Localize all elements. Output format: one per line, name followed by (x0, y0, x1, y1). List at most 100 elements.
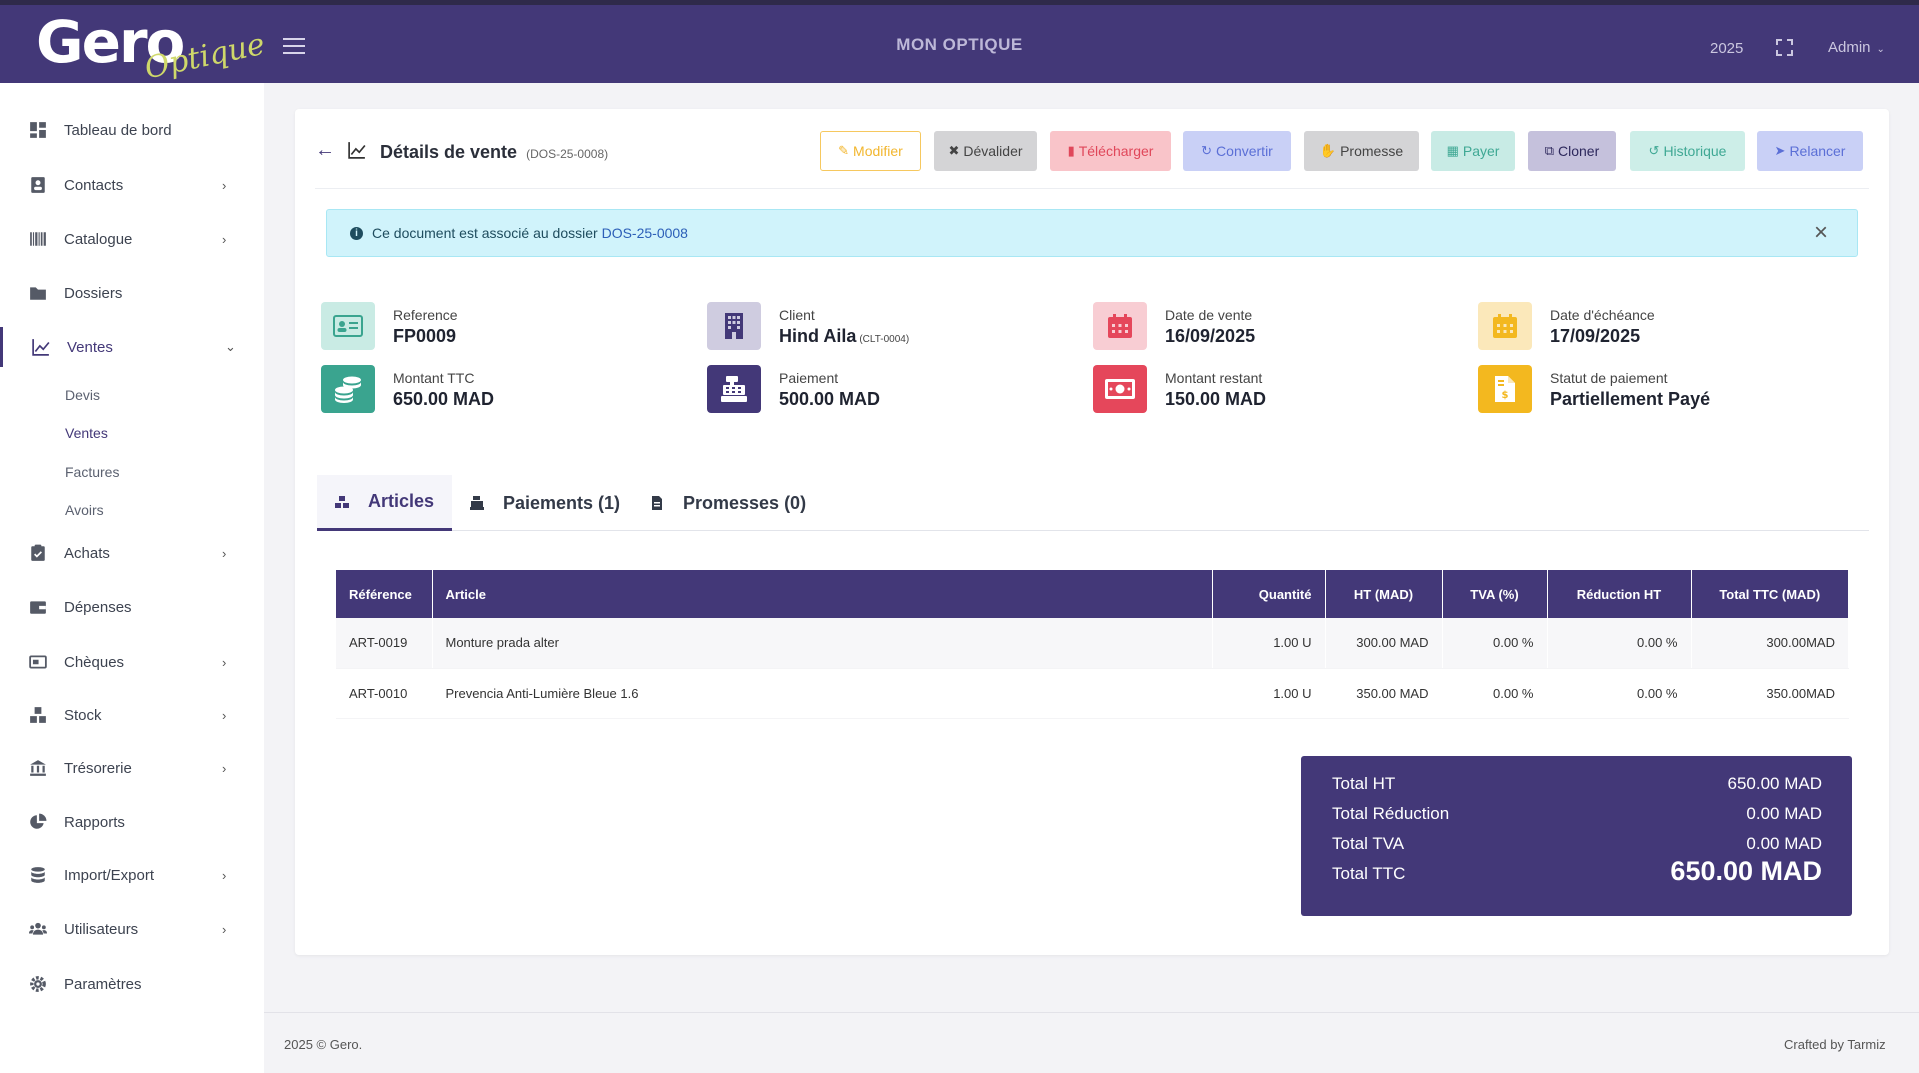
sidebar-item-label: Chèques (64, 653, 125, 671)
col-total[interactable]: Total TTC (MAD) (1691, 570, 1849, 618)
sale-details-card: ← Détails de vente (DOS-25-0008) ✎ Modifi… (295, 109, 1889, 955)
devalider-button[interactable]: ✖ Dévalider (934, 131, 1037, 171)
app-title: MON OPTIQUE (896, 35, 1023, 54)
sidebar-item-label: Rapports (64, 813, 125, 831)
page-title-ref: (DOS-25-0008) (526, 147, 609, 161)
convertir-button[interactable]: ↻ Convertir (1183, 131, 1291, 171)
boxes-icon (335, 495, 349, 508)
sidebar-item-label: Dossiers (64, 284, 123, 302)
table-row[interactable]: ART-0019 Monture prada alter 1.00 U 300.… (336, 618, 1849, 669)
menu-toggle-icon[interactable] (283, 38, 305, 54)
clipboard-icon (31, 544, 45, 561)
total-value: 650.00 MAD (1727, 774, 1823, 793)
fullscreen-icon[interactable] (1776, 39, 1793, 56)
stat-label: Paiement (779, 370, 839, 386)
col-ht[interactable]: HT (MAD) (1325, 570, 1443, 618)
user-menu[interactable]: Admin ⌄ (1828, 39, 1885, 56)
folder-icon (30, 287, 46, 300)
sidebar-item-stock[interactable]: Stock › (0, 695, 264, 735)
button-label: Promesse (1340, 143, 1404, 159)
stat-montant-ttc: Montant TTC 650.00 MAD (321, 365, 701, 415)
cell-article: Prevencia Anti-Lumière Bleue 1.6 (432, 668, 1213, 719)
tab-promesses[interactable]: Promesses (0) (645, 475, 815, 531)
chevron-down-icon: ⌄ (225, 339, 236, 354)
users-icon (29, 922, 47, 935)
close-icon[interactable]: × (1814, 219, 1829, 246)
stat-client: Client Hind Aila (CLT-0004) (707, 302, 1087, 352)
close-icon: ✖ (948, 143, 960, 158)
button-label: Convertir (1216, 143, 1273, 159)
col-quantite[interactable]: Quantité (1212, 570, 1326, 618)
info-icon: i (350, 227, 363, 240)
sidebar-item-parametres[interactable]: Paramètres (0, 964, 264, 1004)
stat-value: 16/09/2025 (1165, 326, 1256, 346)
sidebar-subitem-factures[interactable]: Factures (65, 464, 120, 480)
sidebar-item-cheques[interactable]: Chèques › (0, 642, 264, 682)
stat-date-vente: Date de vente 16/09/2025 (1093, 302, 1473, 352)
totals-box: Total HT 650.00 MAD Total Réduction 0.00… (1301, 756, 1852, 916)
info-alert: i Ce document est associé au dossier DOS… (326, 209, 1858, 257)
cloner-button[interactable]: ⧉ Cloner (1528, 131, 1616, 171)
boxes-icon (30, 707, 46, 723)
tab-articles[interactable]: Articles (317, 475, 452, 531)
promesse-button[interactable]: ✋ Promesse (1304, 131, 1419, 171)
sidebar-item-utilisateurs[interactable]: Utilisateurs › (0, 909, 264, 949)
cell-ht: 300.00 MAD (1325, 618, 1443, 669)
col-tva[interactable]: TVA (%) (1442, 570, 1548, 618)
sidebar-item-depenses[interactable]: Dépenses (0, 587, 264, 627)
sidebar-item-ventes[interactable]: Ventes ⌄ (0, 327, 264, 367)
button-label: Dévalider (963, 143, 1023, 159)
sidebar-item-label: Catalogue (64, 230, 133, 248)
total-ht-row: Total HT 650.00 MAD (1332, 774, 1822, 794)
sidebar-item-import-export[interactable]: Import/Export › (0, 855, 264, 895)
page-title: Détails de vente (DOS-25-0008) (380, 142, 608, 163)
cell-ht: 350.00 MAD (1325, 668, 1443, 719)
telecharger-button[interactable]: ▮ Télécharger (1050, 131, 1171, 171)
col-reduction[interactable]: Réduction HT (1547, 570, 1692, 618)
col-reference[interactable]: Référence (336, 570, 433, 618)
money-bill-icon (1093, 365, 1147, 413)
back-arrow-icon[interactable]: ← (315, 139, 335, 161)
cell-quantite: 1.00 U (1212, 668, 1326, 719)
cell-reference: ART-0019 (336, 618, 433, 669)
sidebar-subitem-avoirs[interactable]: Avoirs (65, 502, 104, 518)
tab-label: Promesses (0) (683, 492, 807, 513)
sidebar-item-contacts[interactable]: Contacts › (0, 165, 264, 205)
sidebar-item-tresorerie[interactable]: Trésorerie › (0, 748, 264, 788)
cell-total: 300.00MAD (1691, 618, 1849, 669)
payer-button[interactable]: ▦ Payer (1431, 131, 1515, 171)
sidebar-subitem-ventes[interactable]: Ventes (65, 425, 108, 441)
relancer-button[interactable]: ➤ Relancer (1757, 131, 1863, 171)
sidebar-subitem-devis[interactable]: Devis (65, 387, 101, 403)
sidebar-item-achats[interactable]: Achats › (0, 533, 264, 573)
total-value: 0.00 MAD (1746, 834, 1822, 853)
button-label: Cloner (1558, 143, 1600, 159)
chevron-right-icon: › (222, 654, 227, 670)
col-article[interactable]: Article (432, 570, 1213, 618)
alert-message: Ce document est associé au dossier DOS-2… (372, 225, 688, 241)
sidebar-item-dossiers[interactable]: Dossiers (0, 273, 264, 313)
sidebar-item-catalogue[interactable]: Catalogue › (0, 219, 264, 259)
historique-button[interactable]: ↺ Historique (1630, 131, 1745, 171)
clone-icon: ⧉ (1544, 143, 1555, 158)
sidebar-item-tableau-de-bord[interactable]: Tableau de bord (0, 110, 264, 150)
paper-plane-icon: ➤ (1774, 143, 1786, 158)
cell-tva: 0.00 % (1442, 668, 1548, 719)
calendar-icon (1093, 302, 1147, 350)
tab-paiements[interactable]: Paiements (1) (465, 475, 625, 531)
table-row[interactable]: ART-0010 Prevencia Anti-Lumière Bleue 1.… (336, 668, 1849, 719)
stat-value: 150.00 MAD (1165, 389, 1267, 409)
chart-line-icon (348, 142, 366, 159)
table-header-row: Référence Article Quantité HT (MAD) TVA … (336, 570, 1849, 618)
logo[interactable]: Gero Optique (36, 9, 268, 86)
dossier-link[interactable]: DOS-25-0008 (601, 225, 688, 241)
cell-quantite: 1.00 U (1212, 618, 1326, 669)
refresh-icon: ↻ (1201, 143, 1213, 158)
stat-label: Montant TTC (393, 370, 475, 386)
client-name: Hind Aila (779, 326, 857, 346)
sidebar-item-rapports[interactable]: Rapports (0, 802, 264, 842)
year-selector[interactable]: 2025 (1710, 40, 1744, 57)
top-header: Gero Optique MON OPTIQUE 2025 Admin ⌄ (0, 0, 1919, 86)
modifier-button[interactable]: ✎ Modifier (820, 131, 921, 171)
detail-tabs: Articles Paiements (1) Promesses (0) (317, 475, 1869, 531)
